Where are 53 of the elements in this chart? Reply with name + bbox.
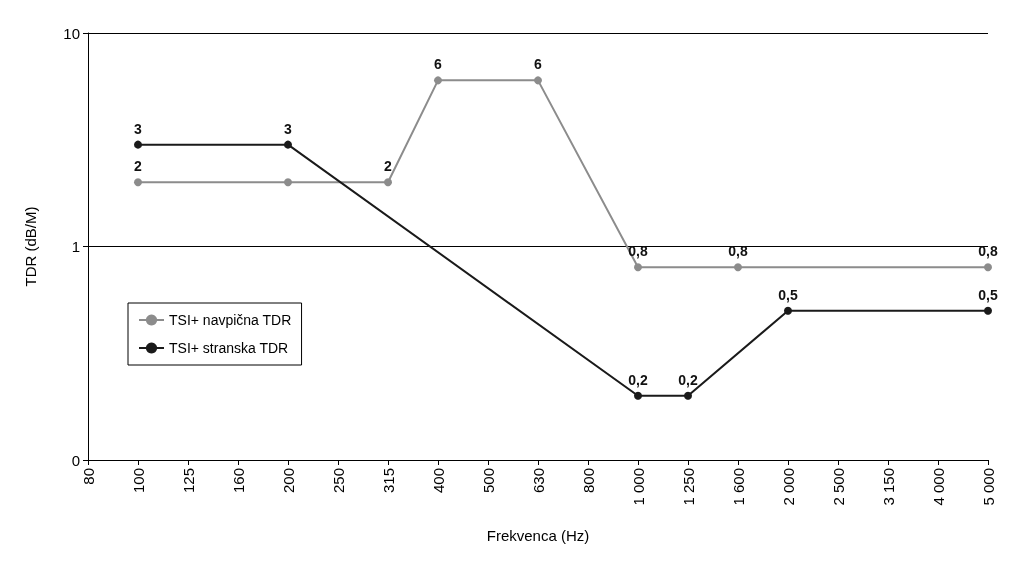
data-label: 0,2 (678, 371, 698, 388)
x-tick-label: 100 (129, 468, 147, 494)
x-tick-label: 3 150 (879, 468, 897, 506)
x-axis-title: Frekvenca (Hz) (486, 527, 590, 544)
point (284, 140, 292, 149)
x-tick-label: 2 500 (829, 468, 847, 506)
data-label: 0,5 (978, 286, 998, 303)
point (434, 76, 442, 85)
x-tick-label: 5 000 (979, 468, 997, 506)
legend-label: TSI+ navpična TDR (169, 312, 292, 328)
y-axis-title: TDR (dB/M) (22, 206, 39, 287)
x-tick-label: 250 (329, 468, 347, 494)
y-tick-label: 10 (63, 24, 80, 42)
data-label: 3 (134, 120, 143, 137)
point (984, 263, 992, 272)
point (734, 263, 742, 272)
data-label: 3 (284, 120, 293, 137)
data-label: 6 (534, 56, 543, 73)
data-label: 2 (134, 158, 143, 175)
point (784, 306, 792, 315)
x-tick-label: 2 000 (779, 468, 797, 506)
legend-label: TSI+ stranska TDR (169, 340, 289, 356)
y-tick-label: 1 (71, 238, 80, 255)
data-label: 0,5 (778, 286, 798, 303)
point (134, 178, 142, 187)
y-tick-label: 0 (71, 451, 80, 469)
data-label: 6 (434, 56, 443, 73)
x-tick-label: 800 (579, 468, 597, 494)
x-tick-label: 1 000 (629, 468, 647, 506)
data-label: 0,2 (628, 371, 648, 388)
point (634, 263, 642, 272)
point (384, 178, 392, 187)
x-tick-label: 315 (379, 468, 397, 494)
point (134, 140, 142, 149)
x-tick-label: 80 (79, 468, 97, 485)
x-tick-label: 1 250 (679, 468, 697, 506)
x-tick-label: 160 (229, 468, 247, 494)
x-tick-label: 500 (479, 468, 497, 494)
x-tick-label: 400 (429, 468, 447, 494)
x-tick-label: 4 000 (929, 468, 947, 506)
point (984, 306, 992, 315)
data-label: 2 (384, 158, 393, 175)
x-tick-label: 630 (529, 468, 547, 494)
point (684, 391, 692, 400)
data-label: 0,8 (728, 243, 748, 260)
point (534, 76, 542, 85)
x-tick-label: 200 (279, 468, 297, 494)
point (634, 391, 642, 400)
x-tick-label: 125 (179, 468, 197, 494)
data-label: 0,8 (628, 243, 648, 260)
data-label: 0,8 (978, 243, 998, 260)
point (284, 178, 292, 187)
x-tick-label: 1 600 (729, 468, 747, 506)
